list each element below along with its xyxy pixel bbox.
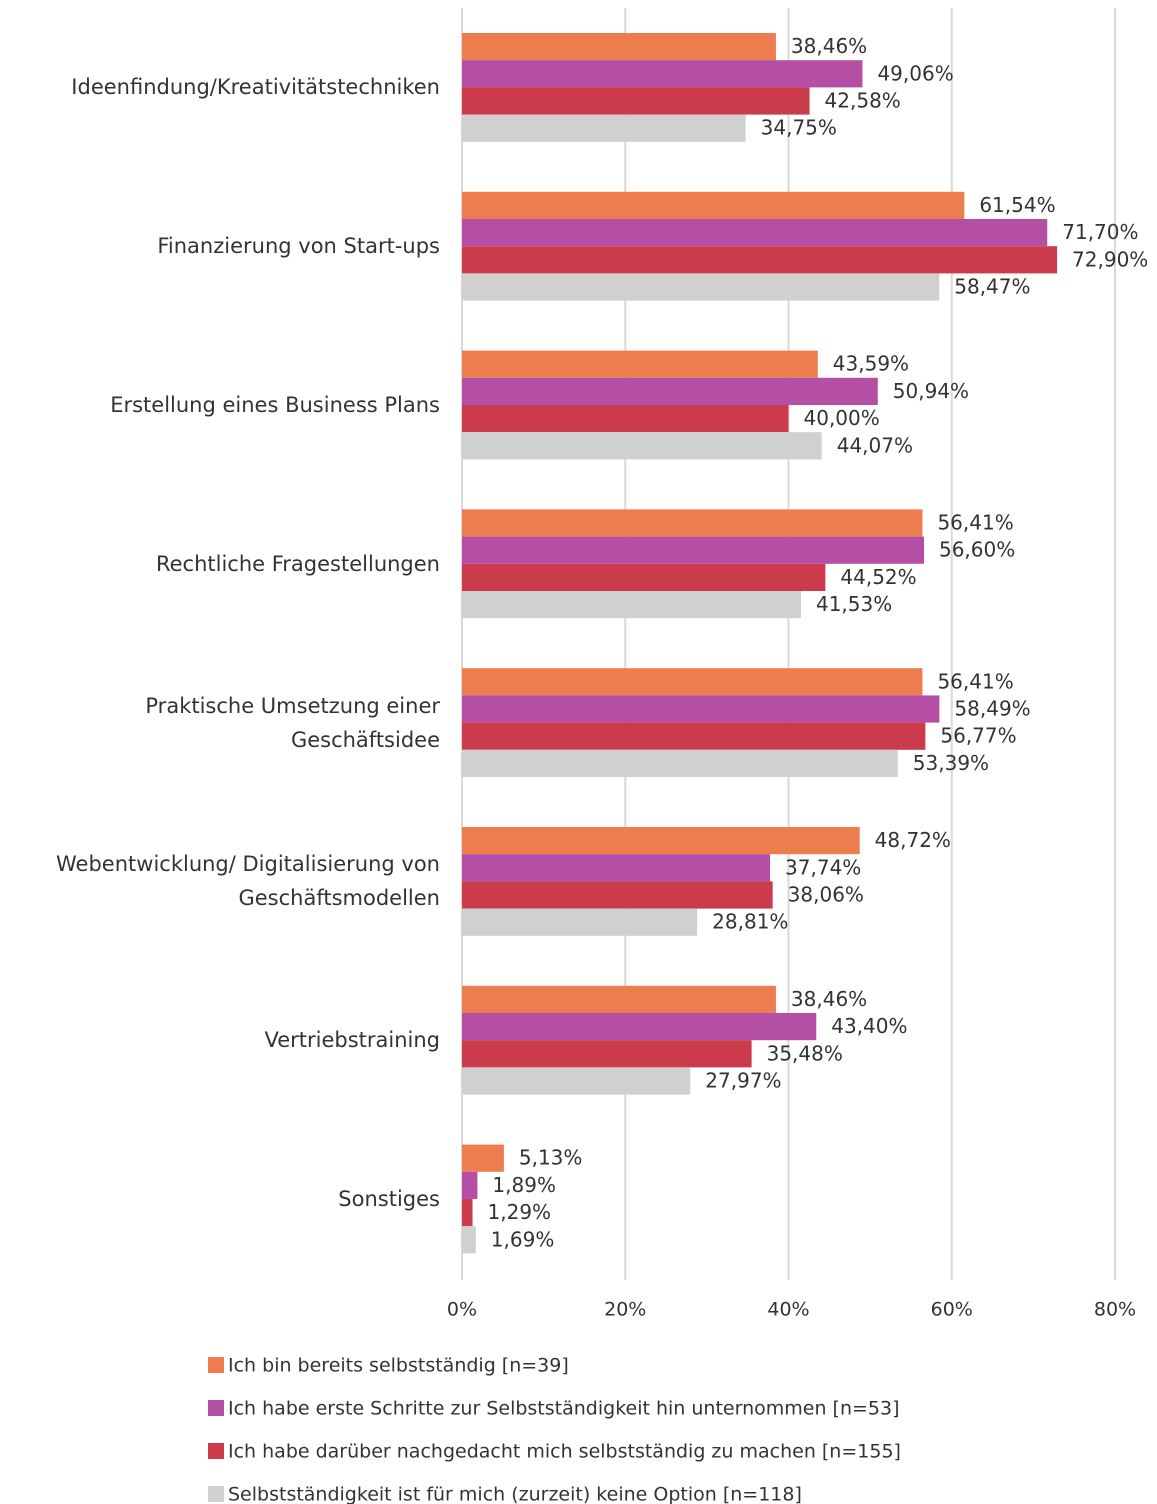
value-label: 50,94% [893,379,969,403]
x-tick-label: 40% [767,1299,809,1321]
bar [462,114,746,142]
bar [462,563,826,591]
value-label: 56,41% [937,511,1013,535]
value-label: 37,74% [785,855,861,879]
value-label: 53,39% [913,751,989,775]
value-label: 38,46% [791,987,867,1011]
legend-label: Ich habe darüber nachgedacht mich selbst… [228,1441,901,1463]
category-label: Erstellung eines Business Plans [110,393,440,417]
x-tick-label: 60% [931,1299,973,1321]
value-label: 56,77% [940,724,1016,748]
category-label: Webentwicklung/ Digitalisierung von Gesc… [56,852,440,911]
bar [462,60,863,88]
bar [462,432,822,460]
category-label: Praktische Umsetzung einer Geschäftsidee [145,693,440,752]
bar [462,1144,504,1172]
bar [462,219,1048,247]
category-label: Ideenfindung/Kreativitätstechniken [71,75,440,100]
category-label: Rechtliche Fragestellungen [155,551,440,576]
value-label: 38,46% [791,34,867,58]
value-label: 40,00% [804,406,880,430]
value-label: 5,13% [519,1146,583,1170]
bar [462,827,860,855]
bar [462,722,926,750]
x-tick-label: 20% [604,1299,646,1321]
value-label: 49,06% [877,61,953,85]
value-label: 27,97% [705,1069,781,1093]
legend-label: Selbstständigkeit ist für mich (zurzeit)… [228,1484,802,1504]
bar [462,749,898,777]
bar [462,881,773,909]
bar [462,405,789,433]
x-tick-label: 80% [1094,1299,1136,1321]
value-label: 44,07% [837,433,913,457]
legend-swatch [208,1357,224,1373]
value-label: 58,47% [954,275,1030,299]
bar [462,350,818,378]
value-label: 71,70% [1062,220,1138,244]
value-label: 43,59% [833,352,909,376]
bar [462,908,698,936]
bar [462,377,878,405]
value-label: 72,90% [1072,247,1148,271]
legend-swatch [208,1486,224,1502]
value-label: 48,72% [875,828,951,852]
bar [462,246,1058,274]
legend-swatch [208,1400,224,1416]
bar [462,854,771,882]
legend-label: Ich bin bereits selbstständig [n=39] [228,1355,569,1377]
bar [462,1226,476,1254]
value-label: 56,60% [939,538,1015,562]
value-label: 1,29% [488,1200,552,1224]
value-label: 28,81% [712,910,788,934]
bar [462,191,965,219]
value-label: 42,58% [825,89,901,113]
bar [462,1013,817,1041]
value-label: 61,54% [979,193,1055,217]
bar [462,536,924,564]
category-label: Vertriebstraining [264,1028,440,1053]
value-label: 1,69% [491,1227,555,1251]
value-label: 1,89% [492,1173,556,1197]
bar [462,1067,691,1095]
category-label: Sonstiges [338,1187,440,1211]
value-label: 58,49% [954,697,1030,721]
bar [462,1040,752,1068]
category-label: Finanzierung von Start-ups [157,234,440,259]
x-tick-label: 0% [447,1299,477,1321]
bar [462,668,923,696]
bar [462,591,801,619]
bar [462,985,776,1013]
value-label: 41,53% [816,592,892,616]
value-label: 56,41% [937,669,1013,693]
value-label: 38,06% [788,883,864,907]
value-label: 35,48% [767,1041,843,1065]
bar [462,87,810,115]
bar [462,1171,478,1199]
bar [462,695,940,723]
legend-label: Ich habe erste Schritte zur Selbstständi… [228,1398,900,1420]
bar [462,1199,473,1227]
legend-swatch [208,1443,224,1459]
bar [462,273,940,301]
bar [462,33,776,61]
value-label: 34,75% [761,116,837,140]
value-label: 43,40% [831,1014,907,1038]
bar [462,509,923,537]
value-label: 44,52% [840,565,916,589]
